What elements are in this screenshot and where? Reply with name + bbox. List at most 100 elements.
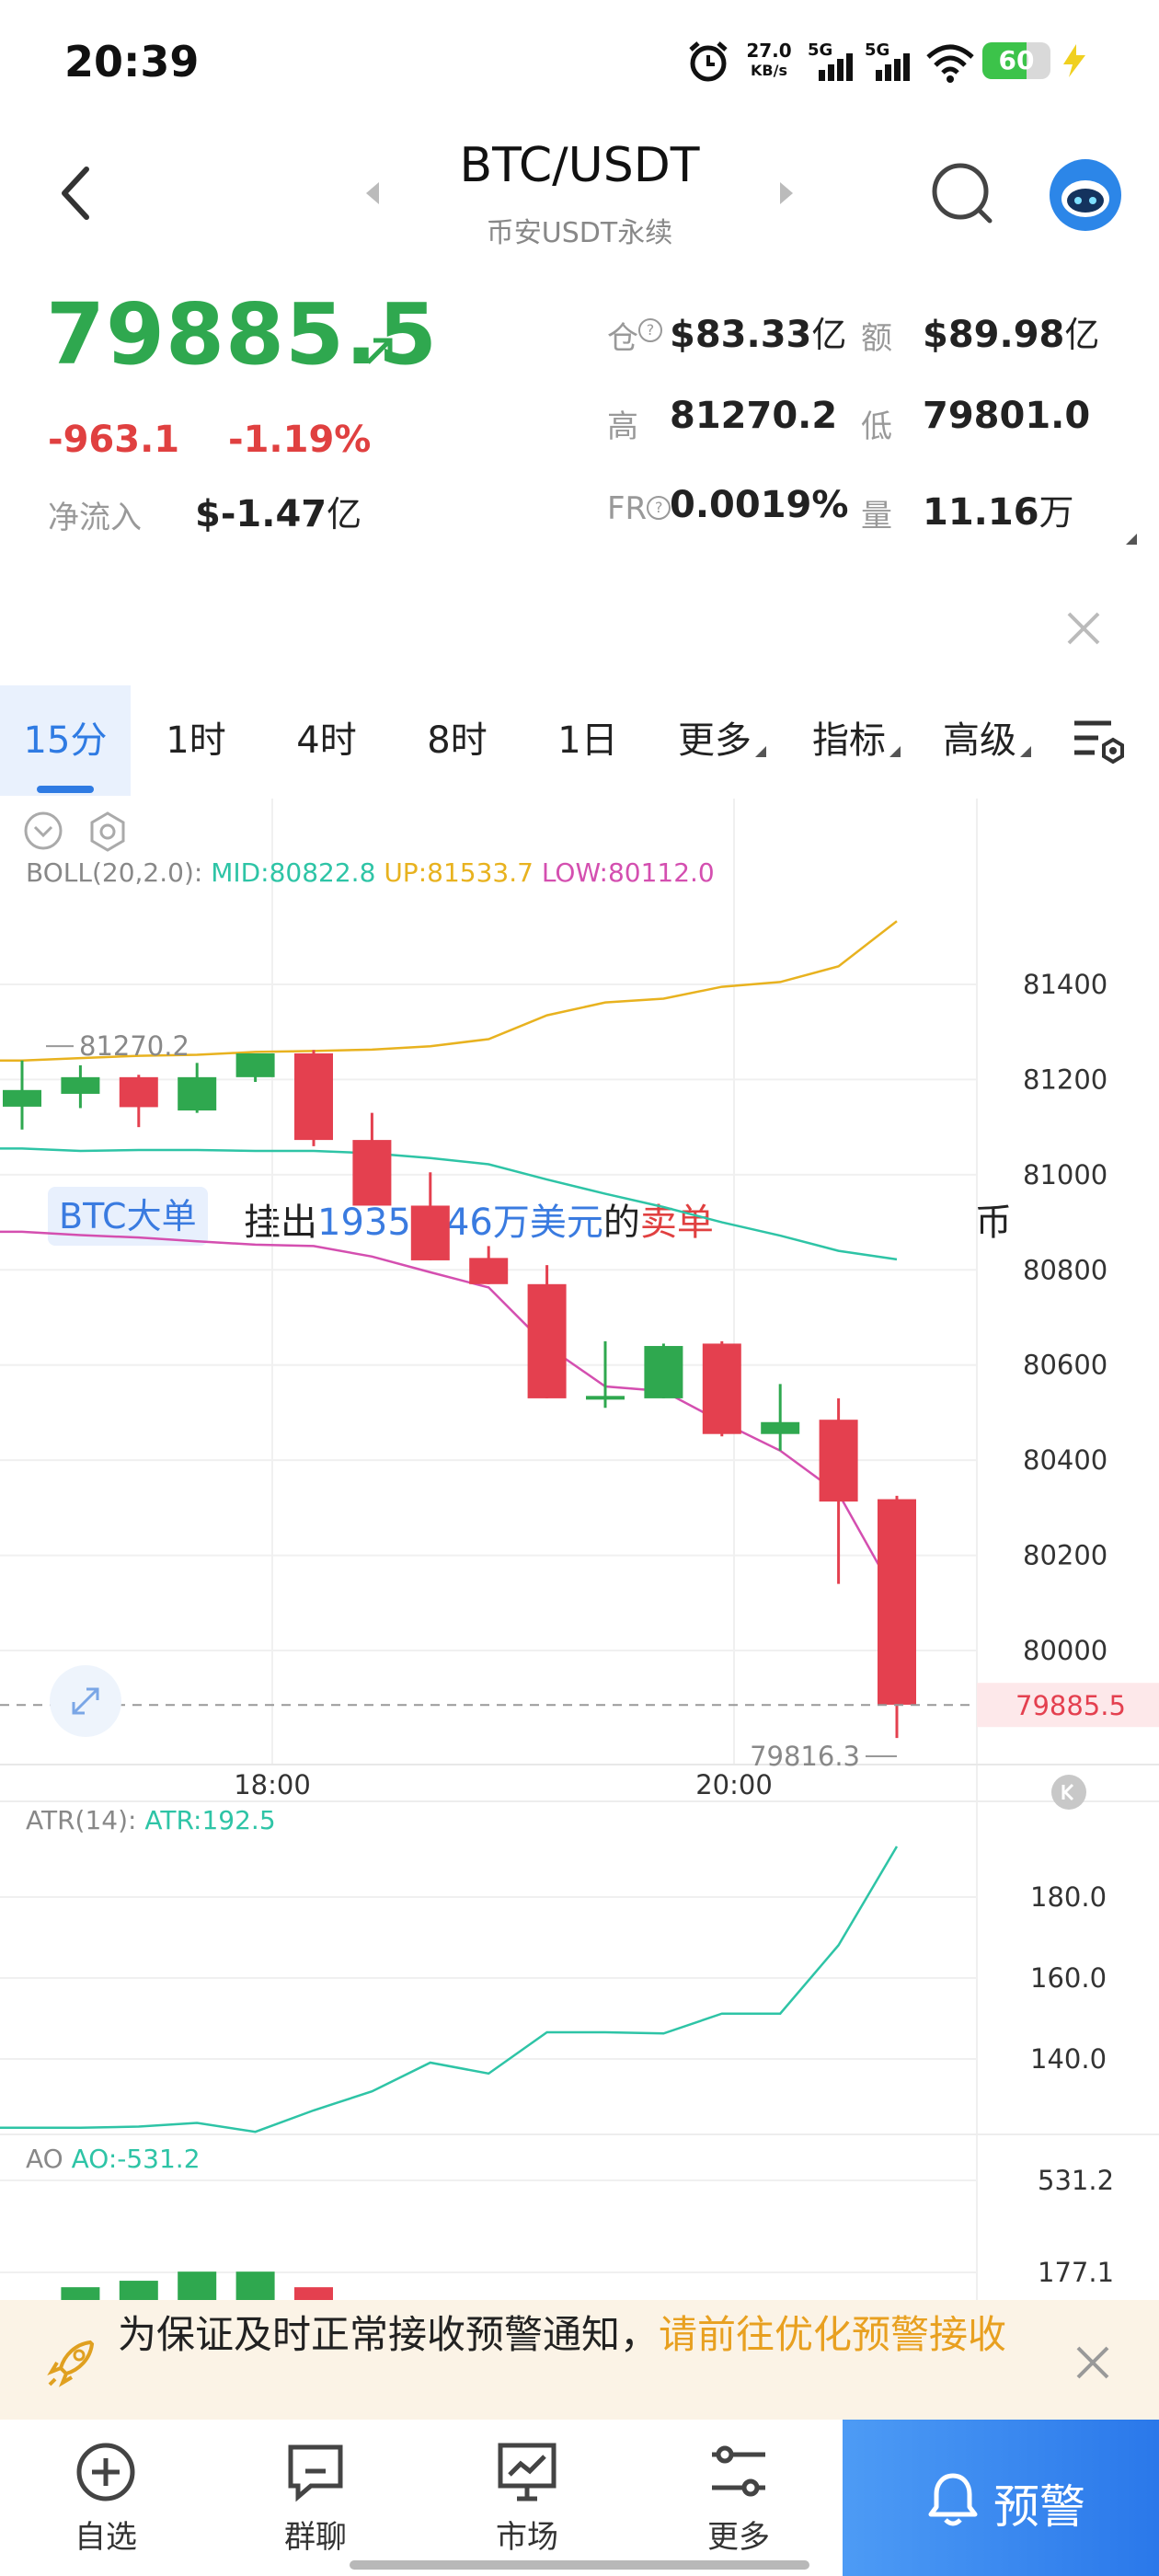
atr-value: ATR:192.5 — [144, 1805, 276, 1835]
tab-more[interactable]: 更多 — [653, 685, 791, 796]
chat-icon — [288, 2444, 343, 2502]
price-axis-label: 80000 — [1023, 1635, 1107, 1666]
arrow-up-right-icon — [366, 338, 393, 364]
high-marker-label: 81270.2 — [79, 1030, 189, 1062]
search-icon — [932, 163, 993, 224]
tab-1h[interactable]: 1时 — [166, 719, 226, 762]
fullscreen-button[interactable] — [50, 1665, 121, 1737]
volume-unit: 万 — [1039, 492, 1074, 533]
open-interest-unit: 亿 — [811, 315, 847, 355]
price-alert-button[interactable] — [843, 2420, 1159, 2576]
ao-bar — [61, 2287, 100, 2300]
time-axis-label: 20:00 — [695, 1769, 773, 1800]
scroll-to-latest-button[interactable] — [1050, 1774, 1087, 1811]
back-button[interactable] — [46, 156, 101, 230]
boll-low-value: LOW:80112.0 — [541, 857, 715, 888]
tab-advanced[interactable]: 高级 — [922, 685, 1052, 796]
wifi-icon — [926, 44, 974, 83]
dropdown-corner-icon — [1020, 746, 1031, 757]
battery-level: 60 — [998, 45, 1035, 75]
status-bar: 20:39 27.0 KB/s 5G 5G 60 — [0, 0, 1159, 129]
previous-pair-button[interactable] — [359, 175, 386, 212]
candle-body — [819, 1420, 858, 1502]
ao-legend: AO AO:-531.2 — [26, 2144, 201, 2174]
nav-more[interactable]: 更多 — [633, 2420, 844, 2576]
ao-bar — [294, 2287, 333, 2300]
boll-up-value: UP:81533.7 — [384, 857, 534, 888]
indicator-settings-button[interactable] — [86, 810, 129, 852]
battery-icon: 60 — [982, 42, 1050, 79]
price-axis-label: 80200 — [1023, 1540, 1107, 1571]
funding-rate-value: 0.0019% — [670, 484, 849, 526]
atr-line — [0, 1846, 899, 2133]
next-pair-button[interactable] — [773, 175, 800, 212]
market-chart-icon — [498, 2443, 557, 2501]
nav-group-chat-label: 群聊 — [284, 2519, 347, 2556]
search-button[interactable] — [927, 158, 997, 228]
candlestick-chart[interactable]: 81400 81200 81000 80800 80600 80400 80200 80000… — [0, 799, 1159, 2300]
tab-indicators[interactable]: 指标 — [791, 685, 922, 796]
price-axis-label: 81200 — [1023, 1064, 1107, 1095]
ticker-amount: 19358.46万美元 — [317, 1202, 603, 1244]
ticker-mid: 的 — [602, 1202, 640, 1244]
open-interest-label[interactable]: 仓? — [607, 313, 662, 358]
ao-value: AO:-531.2 — [71, 2144, 201, 2174]
alert-notice-banner[interactable] — [0, 2300, 1159, 2420]
expand-corner-icon[interactable] — [1124, 532, 1139, 546]
price-alert-label: 预警 — [993, 2480, 1085, 2534]
battery-fill — [982, 42, 1027, 79]
alert-notice-text: 为保证及时正常接收预警通知，请前往优化预警接收 — [118, 2309, 1019, 2361]
nav-watchlist[interactable]: 自选 — [0, 2420, 212, 2576]
nav-market[interactable]: 市场 — [421, 2420, 633, 2576]
assistant-avatar-button[interactable] — [1049, 158, 1122, 232]
low-marker-label: 79816.3 — [750, 1741, 860, 1772]
help-icon: ? — [638, 318, 662, 342]
ao-axis-label: 177.1 — [1038, 2257, 1114, 2288]
candle-body — [3, 1089, 41, 1107]
turnover-label: 额 — [861, 320, 892, 357]
atr-axis-label: 160.0 — [1030, 1962, 1107, 1994]
more-settings-icon — [712, 2445, 765, 2497]
alert-notice-message: 为保证及时正常接收预警通知， — [118, 2312, 660, 2357]
last-price-label: 79885.5 — [1016, 1690, 1126, 1721]
price-axis-label: 81000 — [1023, 1159, 1107, 1190]
alert-notice-link[interactable]: 请前往优化预警接收 — [659, 2312, 1007, 2357]
nav-group-chat[interactable]: 群聊 — [210, 2420, 421, 2576]
ao-bar — [235, 2271, 275, 2300]
tab-4h[interactable]: 4时 — [296, 719, 357, 762]
candle-body — [410, 1205, 450, 1260]
ticker-close-button[interactable] — [1058, 603, 1109, 654]
atr-name: ATR(14): — [26, 1805, 137, 1835]
funding-rate-label-text: FR — [607, 490, 648, 527]
atr-axis-label: 140.0 — [1030, 2043, 1107, 2075]
nav-more-label: 更多 — [707, 2519, 770, 2556]
tab-15min[interactable]: 15分 — [0, 685, 131, 796]
home-indicator — [350, 2560, 809, 2570]
chart-settings-icon — [1074, 720, 1124, 765]
collapse-indicators-button[interactable] — [22, 810, 64, 852]
turnover-unit: 亿 — [1064, 315, 1100, 355]
alarm-icon — [689, 41, 728, 82]
tab-1d[interactable]: 1日 — [557, 719, 618, 762]
bell-icon — [928, 2473, 978, 2526]
last-price: 79885.5 — [46, 285, 439, 384]
candle-body — [527, 1283, 567, 1398]
alert-banner-close-button[interactable] — [1067, 2337, 1119, 2388]
tab-8h[interactable]: 8时 — [427, 719, 488, 762]
open-interest-value: $83.33亿 — [670, 306, 846, 357]
open-interest-label-text: 仓 — [607, 320, 638, 357]
net-speed-value: 27.0 — [746, 40, 792, 62]
chart-settings-button[interactable] — [1067, 708, 1131, 773]
nav-market-label: 市场 — [496, 2519, 558, 2556]
pair-title[interactable]: BTC/USDT — [459, 138, 700, 193]
volume-label: 量 — [861, 498, 892, 535]
ao-bar — [178, 2271, 217, 2300]
funding-rate-label[interactable]: FR? — [607, 490, 671, 527]
ao-axis-label: 531.2 — [1038, 2165, 1114, 2196]
large-order-ticker[interactable]: BTC大单 挂出19358.46万美元的卖单 币 — [0, 589, 1159, 1246]
open-interest-amount: $83.33 — [670, 314, 812, 356]
candle-body — [469, 1258, 509, 1284]
net-speed-unit: KB/s — [751, 62, 787, 79]
last-price-tag — [977, 1683, 1159, 1728]
price-axis-label: 80800 — [1023, 1254, 1107, 1285]
